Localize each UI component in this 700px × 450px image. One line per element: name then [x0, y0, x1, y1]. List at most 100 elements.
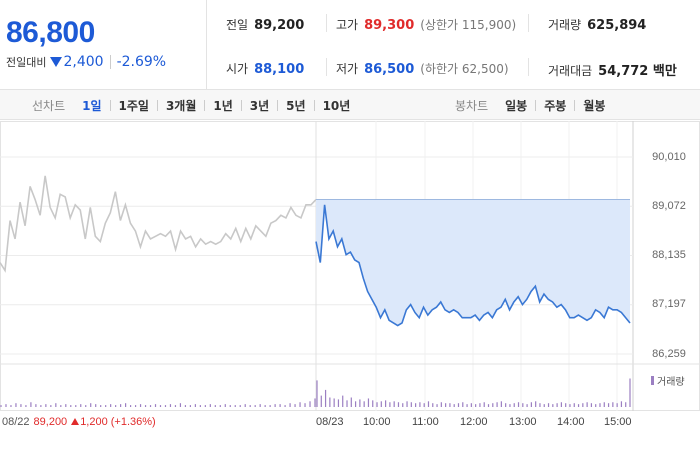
y-tick-label: 89,072: [652, 200, 686, 212]
volume-bar-today: [535, 401, 537, 407]
volume-bar-today: [397, 402, 400, 407]
tab-weekly-candle[interactable]: 주봉: [544, 98, 567, 113]
down-triangle-icon: [50, 57, 63, 67]
change-row: 전일대비 2,400 -2.69%: [6, 54, 166, 70]
volume-bar-today: [573, 403, 575, 407]
volume-bar-today: [393, 401, 395, 407]
volume-bar-today: [337, 399, 340, 407]
tab-5y[interactable]: 5년: [286, 98, 306, 113]
volume-bar-prev: [234, 405, 236, 407]
volume-bar-today: [316, 380, 318, 407]
volume-bar-prev: [164, 405, 167, 407]
volume-bar-prev: [299, 402, 301, 407]
divider: [326, 14, 327, 32]
volume-bar-today: [445, 403, 447, 407]
x-tick-label: 13:00: [509, 416, 537, 428]
volume-bar-today: [363, 401, 365, 407]
volume-bar-today: [560, 402, 562, 407]
volume-bar-today: [543, 404, 545, 407]
divider: [528, 14, 529, 32]
volume-bar-today: [380, 401, 382, 407]
divider: [528, 58, 529, 76]
volume-bar-today: [475, 404, 477, 407]
stat-value: 86,500: [364, 62, 415, 77]
lower-limit: (하한가 62,500): [420, 62, 509, 76]
volume-bar-prev: [289, 403, 291, 407]
volume-bar-today: [415, 403, 417, 407]
volume-bar-prev: [179, 403, 182, 407]
volume-bar-today: [466, 404, 468, 407]
volume-bar-today: [406, 401, 408, 407]
volume-bar-prev: [25, 405, 27, 407]
volume-bar-prev: [294, 404, 296, 407]
volume-bar-prev: [159, 405, 162, 407]
stat-prev-close: 전일 89,200: [226, 16, 304, 33]
stat-label: 전일: [226, 18, 249, 32]
volume-bar-prev: [244, 404, 246, 407]
stat-open: 시가 88,100: [226, 60, 304, 77]
current-price: 86,800: [6, 16, 95, 49]
stat-amount: 거래대금 54,772 백만: [548, 60, 677, 79]
change-percent: -2.69%: [116, 54, 167, 70]
volume-bar-today: [505, 403, 507, 407]
volume-bar-today: [582, 403, 584, 407]
tab-monthly-candle[interactable]: 월봉: [583, 98, 606, 113]
stat-label: 거래량: [548, 18, 582, 32]
volume-bar-today: [599, 403, 601, 407]
change-label: 전일대비: [6, 56, 47, 69]
x-tick-label: 15:00: [604, 416, 632, 428]
volume-bar-prev: [204, 405, 206, 407]
volume-bar-prev: [80, 404, 82, 407]
stat-value: 88,100: [254, 62, 305, 77]
volume-bar-today: [595, 404, 597, 407]
stats-panel: 전일 89,200 고가 89,300 (상한가 115,900) 거래량 62…: [208, 0, 700, 90]
tab-1w[interactable]: 1주일: [118, 98, 149, 113]
volume-bar-today: [436, 404, 438, 407]
volume-bar-today: [372, 400, 374, 407]
volume-bar-today: [329, 397, 331, 407]
volume-bar-today: [389, 402, 391, 407]
tab-1y[interactable]: 1년: [213, 98, 233, 113]
volume-bar-prev: [85, 405, 87, 407]
upper-limit: (상한가 115,900): [420, 18, 517, 32]
volume-bar-today: [603, 402, 605, 407]
stat-value: 89,200: [254, 18, 305, 33]
volume-bar-today: [629, 378, 631, 407]
stat-low: 저가 86,500 (하한가 62,500): [336, 60, 509, 77]
price-box: 86,800 전일대비 2,400 -2.69%: [0, 0, 207, 90]
tab-1d[interactable]: 1일: [82, 98, 102, 113]
volume-bar-today: [457, 403, 460, 407]
volume-bar-today: [376, 402, 378, 407]
x-tick-label: 10:00: [363, 416, 391, 428]
today-price-line: [315, 204, 631, 327]
today-area-fill: [316, 199, 630, 326]
volume-bar-today: [625, 402, 627, 407]
divider: [574, 99, 576, 111]
volume-bar-prev: [134, 405, 137, 407]
tab-3m[interactable]: 3개월: [165, 98, 197, 113]
volume-bar-prev: [199, 405, 201, 407]
stat-volume: 거래량 625,894: [548, 16, 646, 33]
volume-bar-prev: [239, 405, 241, 407]
volume-bar-today: [539, 403, 541, 407]
volume-bar-today: [577, 404, 580, 407]
tab-10y[interactable]: 10년: [322, 98, 351, 113]
volume-bar-today: [556, 403, 558, 407]
prev-day-price-line: [0, 175, 317, 273]
y-tick-label: 90,010: [652, 151, 686, 163]
tab-3y[interactable]: 3년: [249, 98, 270, 113]
volume-bar-prev: [65, 404, 67, 407]
x-tick-label: 12:00: [460, 416, 488, 428]
volume-bar-today: [342, 395, 344, 407]
volume-bar-prev: [149, 405, 152, 407]
volume-bar-prev: [274, 404, 276, 407]
volume-bar-prev: [194, 404, 196, 407]
chart-tabs-bar: 선차트 1일 1주일 3개월 1년 3년 5년 10년 봉차트 일봉 주봉 월봉: [0, 90, 700, 120]
volume-bar-prev: [60, 405, 62, 407]
volume-bar-prev: [100, 405, 102, 407]
divider: [326, 58, 327, 76]
volume-bar-prev: [35, 404, 37, 407]
volume-bar-today: [359, 399, 361, 407]
volume-bar-prev: [50, 405, 52, 407]
tab-daily-candle[interactable]: 일봉: [505, 98, 528, 113]
